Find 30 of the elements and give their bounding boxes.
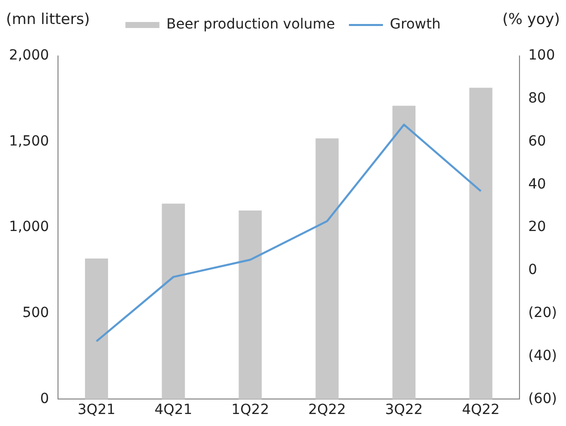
y2-tick-label: 40 bbox=[528, 176, 546, 192]
bar bbox=[316, 138, 339, 400]
legend-label: Beer production volume bbox=[166, 16, 335, 33]
y2-tick-label: 20 bbox=[528, 219, 546, 236]
y-tick-label: 1,000 bbox=[8, 219, 50, 236]
y2-axis-title: (% yoy) bbox=[502, 10, 560, 28]
x-tick-label: 4Q21 bbox=[154, 402, 192, 418]
y-tick-label: 2,000 bbox=[8, 48, 50, 64]
bar bbox=[84, 258, 108, 400]
y-axis-title: (mn litters) bbox=[6, 10, 90, 28]
bar bbox=[469, 88, 492, 400]
x-tick-label: 2Q22 bbox=[308, 402, 346, 418]
y-tick-label: 500 bbox=[22, 305, 50, 322]
y2-tick-label: 100 bbox=[528, 48, 555, 64]
y2-tick-label: (20) bbox=[528, 305, 558, 322]
bar bbox=[238, 210, 262, 400]
x-tick-label: 1Q22 bbox=[231, 402, 270, 418]
y2-tick-label: (60) bbox=[528, 390, 558, 407]
y2-tick-label: 80 bbox=[528, 90, 546, 107]
legend-label: Growth bbox=[390, 16, 441, 33]
bar bbox=[162, 204, 185, 400]
y-tick-label: 0 bbox=[40, 390, 50, 407]
y2-tick-label: (40) bbox=[528, 348, 558, 364]
y2-tick-label: 0 bbox=[528, 262, 538, 278]
x-tick-label: 3Q22 bbox=[385, 402, 423, 418]
x-tick-label: 4Q22 bbox=[462, 402, 500, 418]
y-tick-label: 1,500 bbox=[8, 133, 50, 150]
bar bbox=[392, 106, 416, 400]
y2-tick-label: 60 bbox=[528, 133, 546, 150]
x-tick-label: 3Q21 bbox=[78, 402, 116, 418]
